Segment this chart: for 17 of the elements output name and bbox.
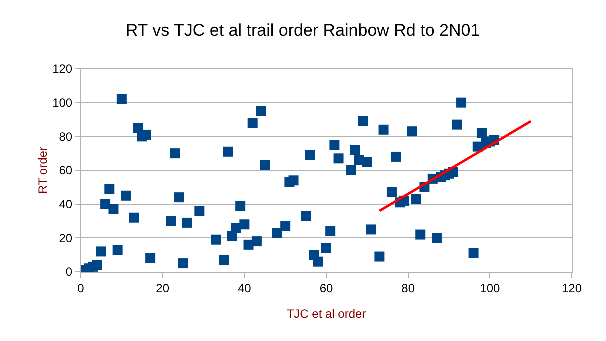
x-tick-label: 120: [562, 281, 582, 296]
y-tick-label: 40: [59, 198, 73, 212]
y-tick-label: 120: [52, 62, 73, 76]
x-axis-title: TJC et al order: [286, 307, 366, 321]
y-tick-label: 80: [59, 130, 73, 144]
y-axis-title: RT order: [36, 147, 50, 194]
x-tick-label: 0: [78, 281, 85, 296]
x-tick-label: 20: [156, 281, 170, 296]
x-tick-label: 60: [320, 281, 334, 296]
chart-title: RT vs TJC et al trail order Rainbow Rd to 2N01: [126, 20, 480, 40]
x-tick-label: 100: [480, 281, 500, 296]
y-tick-label: 100: [52, 96, 73, 110]
x-tick-label: 40: [238, 281, 252, 296]
y-tick-label: 0: [66, 265, 73, 280]
x-tick-label: 80: [402, 281, 416, 296]
y-tick-label: 20: [59, 231, 73, 246]
y-tick-label: 60: [59, 164, 73, 178]
